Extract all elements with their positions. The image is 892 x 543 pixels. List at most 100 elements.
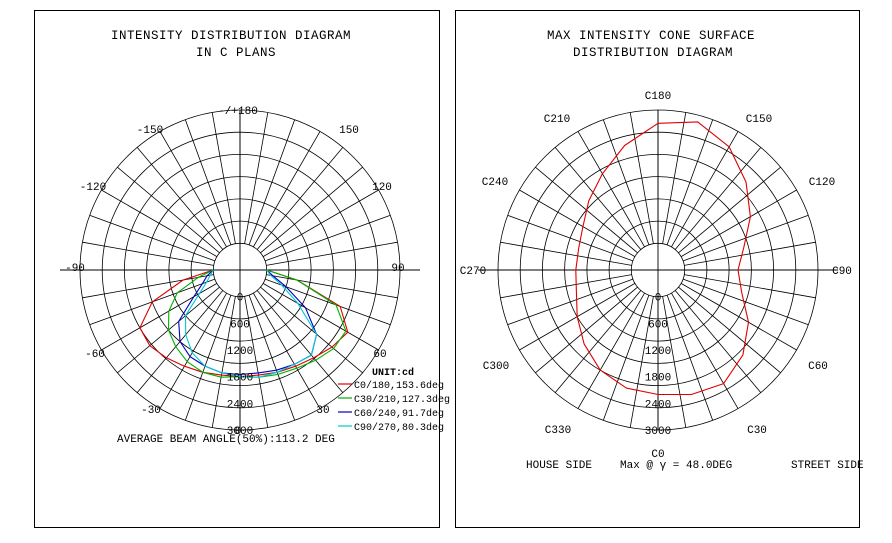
cone-intensity-curve [575, 121, 751, 396]
grid-spoke [602, 119, 650, 246]
house-side-label: HOUSE SIDE [526, 460, 592, 472]
right-polar-grid [478, 109, 838, 431]
grid-spoke [260, 166, 363, 254]
grid-spoke [682, 278, 809, 326]
grid-spoke [554, 147, 642, 250]
grid-spoke [264, 278, 391, 326]
grid-spoke [82, 274, 214, 299]
c-plane-label: C240 [482, 177, 508, 189]
grid-spoke [256, 290, 344, 393]
street-side-label: STREET SIDE [791, 460, 864, 472]
grid-spoke [674, 290, 762, 393]
grid-spoke [252, 292, 321, 409]
grid-spoke [678, 166, 781, 254]
legend-label: C90/270,80.3deg [354, 422, 444, 434]
ring-value-label: 1200 [645, 346, 671, 358]
grid-spoke [507, 278, 634, 326]
grid-spoke [266, 274, 398, 299]
ring-value-label: 600 [230, 319, 250, 331]
ring-value-label: 1200 [227, 346, 253, 358]
grid-spoke [629, 296, 654, 428]
right-chart-title-line1: MAX INTENSITY CONE SURFACE [547, 29, 755, 43]
grid-spoke [680, 283, 797, 351]
left-axis-labels: -/+180 150 120 90 60 30 0 -30 -60 -90 -120 -150 0 600… [65, 106, 405, 438]
c-plane-label: C120 [809, 177, 835, 189]
grid-spoke [554, 290, 642, 393]
cone-surface-panel [455, 10, 860, 528]
grid-spoke [577, 292, 645, 409]
grid-spoke [136, 147, 224, 250]
grid-spoke [662, 112, 687, 244]
ring-value-label: 0 [655, 293, 662, 305]
grid-spoke [101, 283, 218, 351]
grid-spoke [666, 119, 714, 246]
average-beam-angle: AVERAGE BEAM ANGLE(50%):113.2 DEG [117, 434, 335, 446]
legend: C0/180,153.6deg C30/210,127.3deg C60/240,9… [338, 380, 450, 434]
grid-spoke [159, 292, 228, 409]
right-chart-title-line2: DISTRIBUTION DIAGRAM [573, 46, 733, 60]
grid-spoke [684, 274, 816, 299]
left-intensity-curves [139, 269, 349, 378]
grid-spoke [519, 189, 636, 257]
angle-label: 120 [372, 182, 392, 194]
grid-spoke [89, 214, 216, 262]
ring-value-label: 3000 [227, 426, 253, 438]
intensity-curve-2 [178, 269, 318, 376]
grid-spoke [678, 286, 781, 374]
c-plane-label: C60 [808, 361, 828, 373]
grid-spoke [671, 131, 739, 248]
grid-spoke [244, 112, 269, 244]
grid-spoke [507, 214, 634, 262]
grid-spoke [602, 294, 650, 421]
c-plane-label: C0 [651, 449, 664, 461]
grid-spoke [262, 189, 379, 257]
left-polar-grid [60, 109, 420, 431]
grid-spoke [500, 241, 632, 266]
grid-spoke [248, 294, 296, 421]
c-plane-label: C210 [544, 114, 570, 126]
c-plane-label: C330 [545, 425, 571, 437]
c-plane-label: C180 [645, 91, 671, 103]
ring-value-label: 2400 [645, 399, 671, 411]
ring-value-label: 1800 [227, 373, 253, 385]
grid-spoke [535, 286, 638, 374]
legend-label: C60/240,91.7deg [354, 408, 444, 420]
grid-spoke [211, 296, 236, 428]
intensity-curve-3 [184, 269, 318, 378]
ring-value-label: 0 [237, 293, 244, 305]
ring-value-label: 600 [648, 319, 668, 331]
angle-label: 90 [391, 263, 404, 275]
ring-value-label: 1800 [645, 373, 671, 385]
grid-spoke [211, 112, 236, 244]
right-cone-curve [575, 121, 751, 396]
angle-label: 30 [316, 405, 329, 417]
max-gamma-label: Max @ γ = 48.0DEG [620, 460, 732, 472]
angle-label: 150 [339, 125, 359, 137]
intensity-distribution-panel [34, 10, 440, 528]
angle-label: -/+180 [218, 106, 258, 118]
grid-spoke [666, 294, 714, 421]
grid-spoke [256, 147, 344, 250]
grid-spoke [262, 283, 379, 351]
grid-spoke [684, 241, 816, 266]
angle-label: -90 [65, 263, 85, 275]
c-plane-label: C30 [747, 425, 767, 437]
left-chart-title-line2: IN C PLANS [196, 46, 276, 60]
ring-value-label: 3000 [645, 426, 671, 438]
grid-spoke [117, 166, 220, 254]
angle-label: -120 [80, 182, 106, 194]
grid-spoke [629, 112, 654, 244]
angle-label: 60 [373, 349, 386, 361]
right-axis-labels: C180 C150 C120 C90 C60 C30 C0 C330 C300 C270 C240 C… [460, 91, 852, 461]
grid-spoke [577, 131, 645, 248]
grid-spoke [264, 214, 391, 262]
legend-unit: UNIT:cd [372, 367, 414, 379]
angle-label: -60 [85, 349, 105, 361]
grid-spoke [266, 241, 398, 266]
grid-spoke [184, 119, 232, 246]
ring-value-label: 2400 [227, 399, 253, 411]
grid-spoke [82, 241, 214, 266]
grid-spoke [252, 131, 321, 248]
grid-spoke [260, 286, 363, 374]
